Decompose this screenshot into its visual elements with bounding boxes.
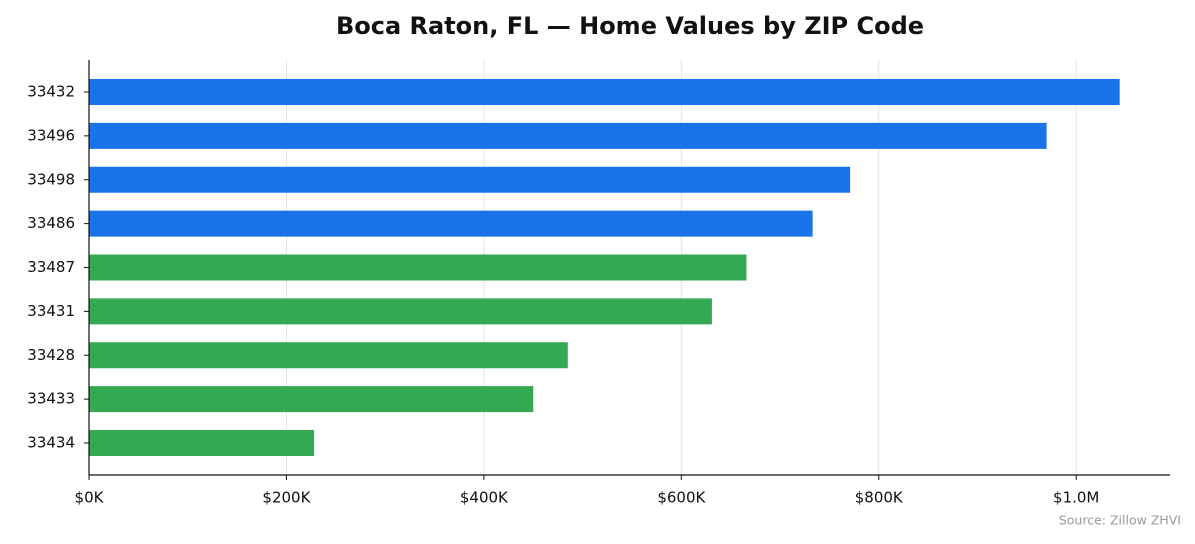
x-tick-label: $400K xyxy=(460,489,509,507)
bar-layer xyxy=(89,79,1120,456)
bar xyxy=(89,122,1047,149)
bar xyxy=(89,79,1120,105)
y-tick-label: 33486 xyxy=(27,214,75,232)
bar xyxy=(89,342,568,369)
source-note: Source: Zillow ZHVI xyxy=(1059,513,1181,528)
bar xyxy=(89,166,851,193)
y-tick-label: 33496 xyxy=(27,126,75,144)
chart-title: Boca Raton, FL — Home Values by ZIP Code xyxy=(336,12,924,40)
x-tick-label: $0K xyxy=(75,489,105,507)
y-tick-label: 33433 xyxy=(27,390,75,408)
y-tick-label: 33498 xyxy=(27,170,75,188)
x-tick-label: $600K xyxy=(657,489,706,507)
bar xyxy=(89,210,813,237)
y-tick-label: 33432 xyxy=(27,83,75,101)
bar xyxy=(89,254,747,281)
y-tick-label: 33431 xyxy=(27,302,75,320)
x-tick-label: $200K xyxy=(262,489,311,507)
x-tick-label: $800K xyxy=(855,489,904,507)
bar xyxy=(89,386,534,413)
y-tick-label: 33434 xyxy=(27,434,75,452)
x-tick-label: $1.0M xyxy=(1053,489,1099,507)
bar xyxy=(89,298,712,325)
y-tick-label: 33428 xyxy=(27,346,75,364)
bar xyxy=(89,430,315,456)
y-tick-label: 33487 xyxy=(27,258,75,276)
